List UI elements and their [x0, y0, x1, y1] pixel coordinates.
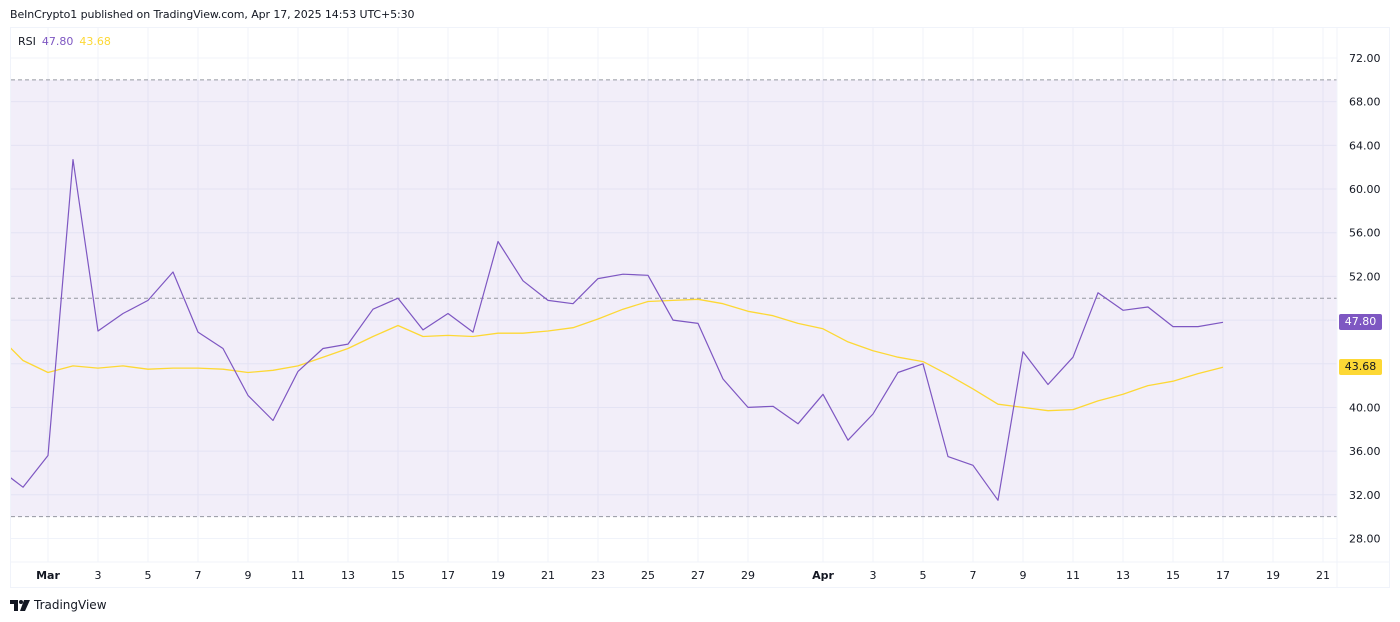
- rsi-line: [11, 159, 1224, 501]
- time-axis-label: 5: [920, 569, 927, 582]
- tradingview-logo-icon: [10, 599, 30, 611]
- rsi-value: 47.80: [41, 35, 74, 48]
- time-axis-label: 13: [341, 569, 355, 582]
- time-axis-label: 19: [491, 569, 505, 582]
- time-axis-label: 19: [1266, 569, 1280, 582]
- chart-pane[interactable]: [10, 27, 1390, 588]
- time-axis-label: Apr: [812, 569, 834, 582]
- price-axis-label: 68.00: [1349, 96, 1381, 109]
- time-axis-label: 5: [145, 569, 152, 582]
- time-axis-label: 3: [870, 569, 877, 582]
- time-axis-label: 17: [441, 569, 455, 582]
- time-axis-label: 13: [1116, 569, 1130, 582]
- price-axis-label: 32.00: [1349, 489, 1381, 502]
- time-axis-label: 3: [95, 569, 102, 582]
- time-axis-label: 11: [1066, 569, 1080, 582]
- indicator-legend[interactable]: RSI 47.80 43.68: [18, 35, 111, 48]
- time-axis-label: 21: [1316, 569, 1330, 582]
- indicator-name: RSI: [18, 35, 36, 48]
- ma-price-tag: 43.68: [1339, 359, 1382, 376]
- price-axis-label: 36.00: [1349, 445, 1381, 458]
- rsi-price-tag: 47.80: [1339, 314, 1382, 331]
- time-axis-label: 9: [1020, 569, 1027, 582]
- publish-info: BeInCrypto1 published on TradingView.com…: [10, 8, 415, 21]
- time-axis-label: 29: [741, 569, 755, 582]
- time-axis-label: 27: [691, 569, 705, 582]
- price-axis-label: 64.00: [1349, 139, 1381, 152]
- time-axis-label: 7: [970, 569, 977, 582]
- time-axis-label: 9: [245, 569, 252, 582]
- time-axis-label: 7: [195, 569, 202, 582]
- price-axis-label: 28.00: [1349, 532, 1381, 545]
- rsi-ma-line: [11, 298, 1224, 412]
- price-axis-label: 40.00: [1349, 401, 1381, 414]
- time-axis-label: Mar: [36, 569, 60, 582]
- time-axis-label: 25: [641, 569, 655, 582]
- price-axis-label: 72.00: [1349, 52, 1381, 65]
- price-axis-label: 52.00: [1349, 270, 1381, 283]
- tradingview-brand-text: TradingView: [34, 598, 107, 612]
- tradingview-branding[interactable]: TradingView: [10, 598, 107, 612]
- price-axis-label: 56.00: [1349, 227, 1381, 240]
- ma-value: 43.68: [79, 35, 111, 48]
- price-axis-label: 60.00: [1349, 183, 1381, 196]
- time-axis-label: 21: [541, 569, 555, 582]
- time-axis-label: 17: [1216, 569, 1230, 582]
- time-axis-label: 11: [291, 569, 305, 582]
- time-axis-label: 15: [391, 569, 405, 582]
- time-axis-label: 15: [1166, 569, 1180, 582]
- time-axis-label: 23: [591, 569, 605, 582]
